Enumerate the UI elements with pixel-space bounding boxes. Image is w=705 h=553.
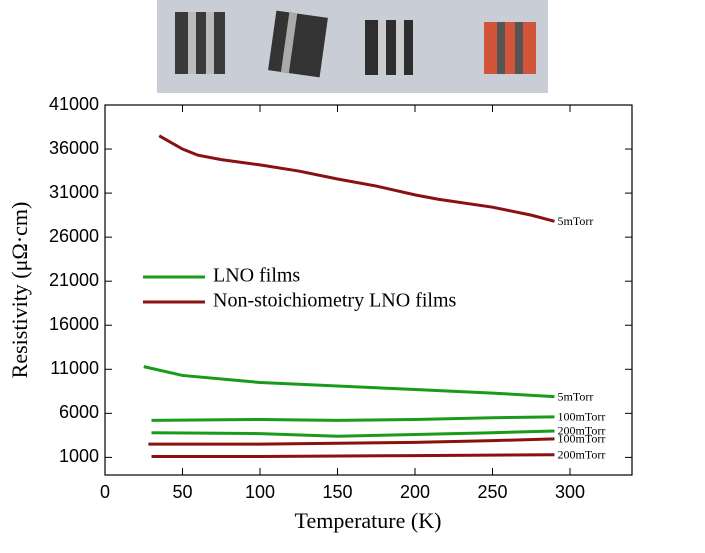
series-line xyxy=(158,134,555,223)
y-tick-label: 21000 xyxy=(49,270,99,290)
series-line xyxy=(151,453,555,458)
series-label: 100mTorr xyxy=(558,432,606,446)
x-tick-label: 200 xyxy=(400,482,430,502)
y-axis-label: Resistivity (μΩ·cm) xyxy=(7,202,32,379)
series-line xyxy=(148,437,555,446)
y-tick-label: 26000 xyxy=(49,226,99,246)
series-label: 5mTorr xyxy=(558,389,594,403)
series-label: 100mTorr xyxy=(558,410,606,424)
y-tick-label: 36000 xyxy=(49,138,99,158)
y-tick-label: 6000 xyxy=(59,402,99,422)
series-label: 200mTorr xyxy=(558,424,606,438)
sample-photo xyxy=(157,0,548,93)
x-tick-label: 0 xyxy=(100,482,110,502)
y-tick-label: 11000 xyxy=(50,358,99,378)
legend-label: Non-stoichiometry LNO films xyxy=(213,290,457,312)
x-tick-label: 250 xyxy=(477,482,507,502)
x-tick-label: 150 xyxy=(322,482,352,502)
series-line xyxy=(151,415,555,422)
y-tick-label: 1000 xyxy=(59,446,99,466)
series-label: 200mTorr xyxy=(558,447,606,461)
series-line xyxy=(151,429,555,438)
y-tick-label: 41000 xyxy=(49,94,99,114)
x-tick-label: 300 xyxy=(555,482,585,502)
plot-frame xyxy=(104,104,633,476)
x-tick-label: 100 xyxy=(245,482,275,502)
y-tick-label: 16000 xyxy=(49,314,99,334)
series-label: 5mTorr xyxy=(558,214,594,228)
x-axis-label: Temperature (K) xyxy=(295,508,442,533)
series-line xyxy=(143,365,555,399)
x-tick-label: 50 xyxy=(172,482,192,502)
y-tick-label: 31000 xyxy=(49,182,99,202)
legend-label: LNO films xyxy=(213,265,300,287)
